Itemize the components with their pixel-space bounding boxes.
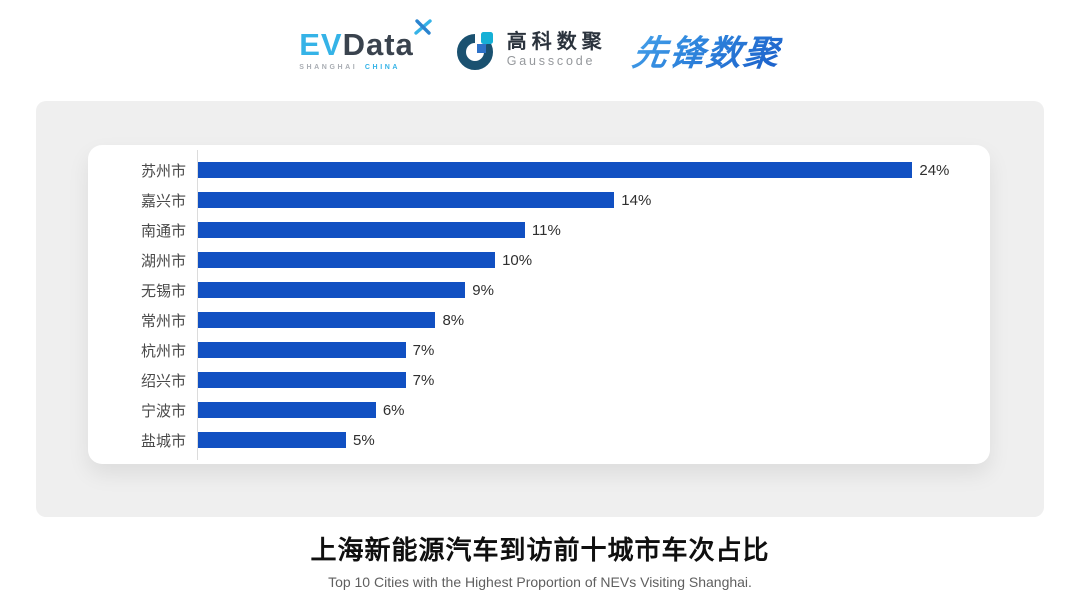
bar xyxy=(197,432,347,448)
chart-row: 杭州市 7% xyxy=(88,335,990,365)
bar-value-label: 14% xyxy=(621,191,652,209)
evdata-sub-china: CHINA xyxy=(364,64,401,71)
bar-track: 7% xyxy=(197,372,990,389)
bar-value-label: 11% xyxy=(531,221,561,239)
bar-value-label: 6% xyxy=(382,401,405,419)
bar-value-label: 24% xyxy=(919,161,950,179)
bar xyxy=(197,252,496,268)
chart-row: 绍兴市 7% xyxy=(88,365,990,395)
bar xyxy=(197,402,376,418)
bar-category-label: 宁波市 xyxy=(140,402,186,420)
chart-row: 南通市 11% xyxy=(88,215,990,245)
bar-track: 7% xyxy=(197,342,990,359)
bar xyxy=(197,342,406,358)
gausscode-en-text: Gausscode xyxy=(506,53,596,68)
bar-track: 14% xyxy=(197,192,990,209)
bar-track: 24% xyxy=(197,162,990,179)
bar-track: 10% xyxy=(197,252,990,269)
bar-track: 11% xyxy=(197,222,990,239)
evdata-ev-text: EV xyxy=(299,27,343,62)
bar-track: 6% xyxy=(197,402,990,419)
bar-value-label: 7% xyxy=(412,341,435,359)
gausscode-logo: 高科数聚 Gausscode xyxy=(456,29,607,71)
bar-category-label: 南通市 xyxy=(140,222,186,240)
bar xyxy=(197,192,615,208)
chart-row: 苏州市 24% xyxy=(88,155,990,185)
chart-rows: 苏州市 24% 嘉兴市 14% 南通市 11% 湖州市 10% 无锡市 9% xyxy=(88,155,990,455)
caption-block: 上海新能源汽车到访前十城市车次占比 Top 10 Cities with the… xyxy=(0,530,1080,590)
gray-panel: 苏州市 24% 嘉兴市 14% 南通市 11% 湖州市 10% 无锡市 9% xyxy=(36,101,1044,517)
bar-category-label: 绍兴市 xyxy=(140,372,186,390)
bar-chart: 苏州市 24% 嘉兴市 14% 南通市 11% 湖州市 10% 无锡市 9% xyxy=(88,150,990,460)
chart-row: 盐城市 5% xyxy=(88,425,990,455)
bar-track: 8% xyxy=(197,312,990,329)
bar-category-label: 苏州市 xyxy=(140,162,186,180)
bar-category-label: 嘉兴市 xyxy=(140,192,186,210)
bar-category-label: 常州市 xyxy=(140,312,186,330)
chart-row: 常州市 8% xyxy=(88,305,990,335)
chart-row: 嘉兴市 14% xyxy=(88,185,990,215)
bar-category-label: 无锡市 xyxy=(140,282,186,300)
bar xyxy=(197,282,466,298)
chart-card: 苏州市 24% 嘉兴市 14% 南通市 11% 湖州市 10% 无锡市 9% xyxy=(88,145,990,464)
chart-subtitle: Top 10 Cities with the Highest Proportio… xyxy=(328,574,752,590)
bar xyxy=(197,222,525,238)
logo-bar: EVData SHANGHAI CHINA 高科数聚 Gausscode 先锋数… xyxy=(0,0,1080,100)
bar xyxy=(197,312,436,328)
evdata-wordmark: EVData xyxy=(299,19,432,62)
evdata-logo: EVData SHANGHAI CHINA xyxy=(299,19,432,71)
gausscode-wordmark: 高科数聚 Gausscode xyxy=(506,30,607,68)
evdata-data-text: Data xyxy=(342,27,414,62)
gausscode-cn-text: 高科数聚 xyxy=(506,30,607,53)
chart-row: 宁波市 6% xyxy=(88,395,990,425)
bar-value-label: 5% xyxy=(353,431,375,449)
bar-category-label: 盐城市 xyxy=(140,432,186,450)
chart-title: 上海新能源汽车到访前十城市车次占比 xyxy=(310,535,770,565)
bar-value-label: 7% xyxy=(412,371,435,389)
bar-category-label: 杭州市 xyxy=(140,342,186,360)
bar xyxy=(197,372,406,388)
gausscode-g-icon xyxy=(456,29,498,70)
evdata-subtitle: SHANGHAI CHINA xyxy=(299,64,414,71)
bar-value-label: 10% xyxy=(502,251,533,269)
bar-value-label: 8% xyxy=(442,311,465,329)
bar-category-label: 湖州市 xyxy=(140,252,186,270)
chart-row: 湖州市 10% xyxy=(88,245,990,275)
pioneer-shuju-logo: 先锋数聚 xyxy=(629,25,784,76)
evdata-sub-shanghai: SHANGHAI xyxy=(299,64,358,71)
pinwheel-x-icon xyxy=(414,19,432,35)
bar-track: 5% xyxy=(197,432,990,449)
y-axis-line xyxy=(197,150,198,460)
chart-row: 无锡市 9% xyxy=(88,275,990,305)
bar-value-label: 9% xyxy=(472,281,494,299)
bar xyxy=(197,162,913,178)
bar-track: 9% xyxy=(197,282,990,299)
